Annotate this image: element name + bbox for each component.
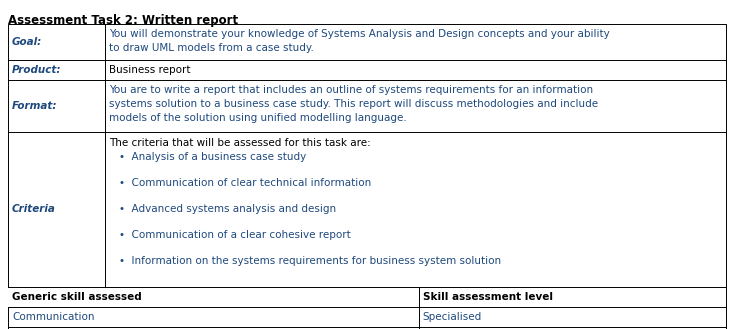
Text: You will demonstrate your knowledge of Systems Analysis and Design concepts and : You will demonstrate your knowledge of S… — [109, 29, 610, 53]
Text: Format:: Format: — [12, 101, 58, 111]
Text: You are to write a report that includes an outline of systems requirements for a: You are to write a report that includes … — [109, 85, 598, 123]
Text: •  Advanced systems analysis and design: • Advanced systems analysis and design — [119, 204, 336, 214]
Text: Communication: Communication — [12, 312, 94, 322]
Text: •  Communication of clear technical information: • Communication of clear technical infor… — [119, 178, 371, 188]
Text: Skill assessment level: Skill assessment level — [423, 292, 553, 302]
Text: •  Information on the systems requirements for business system solution: • Information on the systems requirement… — [119, 256, 501, 266]
Text: Goal:: Goal: — [12, 37, 42, 47]
Text: Assessment Task 2: Written report: Assessment Task 2: Written report — [8, 14, 238, 27]
Text: Product:: Product: — [12, 65, 61, 75]
Text: Business report: Business report — [109, 65, 191, 75]
Text: The criteria that will be assessed for this task are:: The criteria that will be assessed for t… — [109, 138, 371, 148]
Text: •  Analysis of a business case study: • Analysis of a business case study — [119, 152, 306, 162]
Text: Criteria: Criteria — [12, 205, 56, 215]
Text: Specialised: Specialised — [423, 312, 482, 322]
Bar — [8, 287, 726, 307]
Text: •  Communication of a clear cohesive report: • Communication of a clear cohesive repo… — [119, 230, 351, 240]
Text: Generic skill assessed: Generic skill assessed — [12, 292, 142, 302]
